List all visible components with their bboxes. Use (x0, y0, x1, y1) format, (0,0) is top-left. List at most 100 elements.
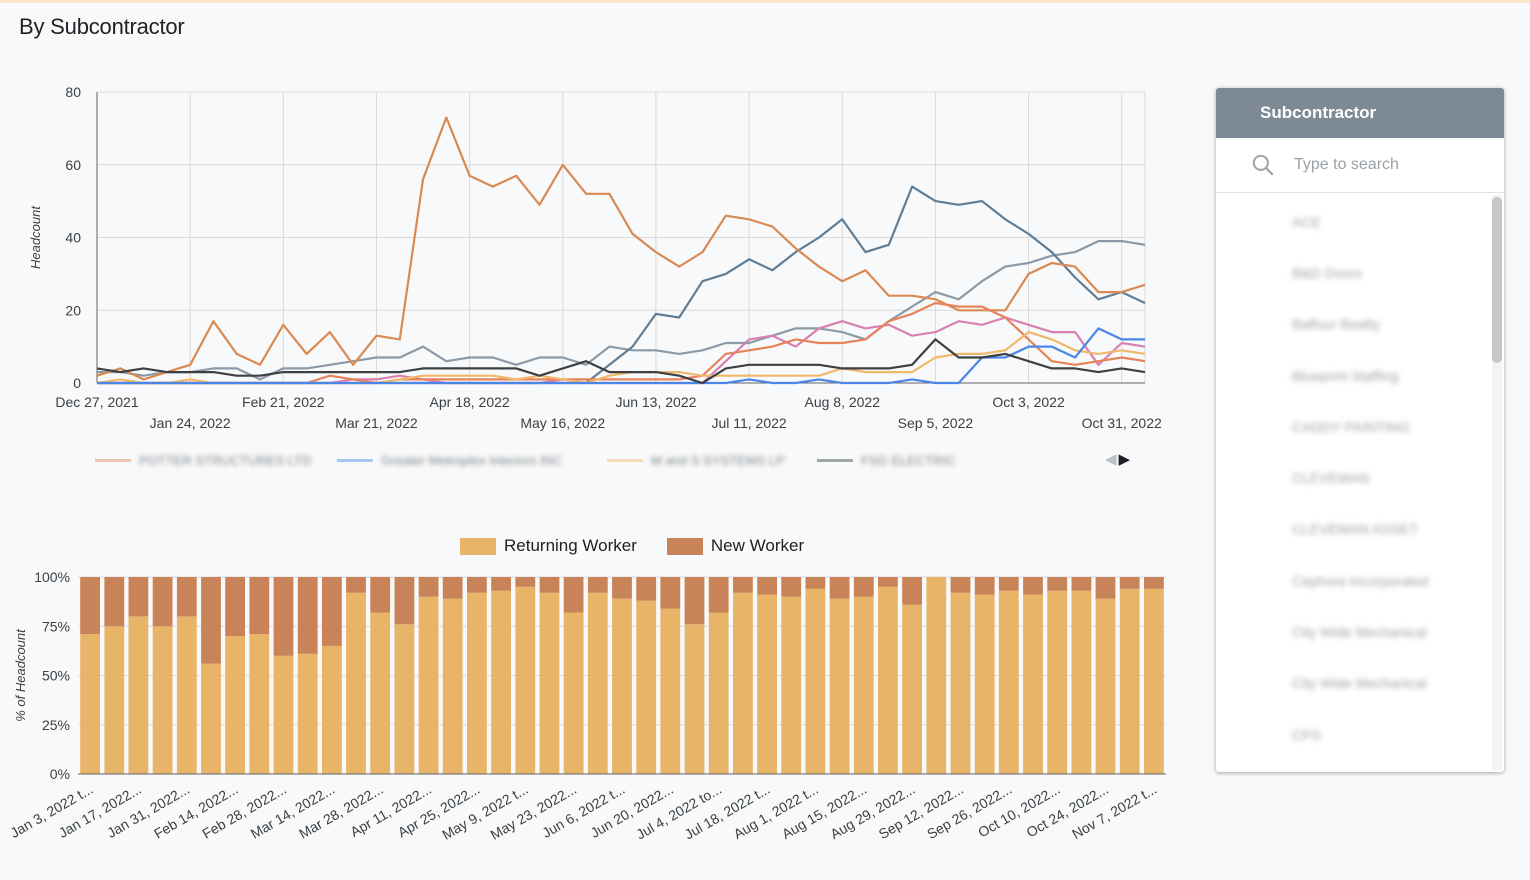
bar-new-worker (612, 577, 632, 599)
x-tick-label: Oct 31, 2022 (1082, 415, 1162, 431)
bar-returning-worker (563, 612, 584, 774)
legend-swatch (95, 458, 131, 462)
filter-header: Subcontractor (1216, 88, 1504, 138)
y-tick-label: 25% (42, 717, 70, 733)
bar-new-worker (733, 577, 753, 593)
bar-new-worker (1144, 577, 1164, 589)
scrollbar-track[interactable] (1492, 195, 1502, 770)
y-tick-label: 0 (73, 375, 81, 391)
bar-returning-worker (273, 655, 294, 774)
bar-new-worker (515, 577, 536, 587)
x-tick-label: Dec 27, 2021 (55, 394, 138, 410)
legend-next-icon[interactable]: ▶ (1118, 451, 1131, 468)
legend-label: New Worker (710, 536, 805, 555)
y-tick-label: 60 (65, 157, 81, 173)
bar-returning-worker (1023, 594, 1043, 774)
bar-new-worker (998, 577, 1019, 591)
bar-returning-worker (1095, 598, 1116, 774)
filter-option[interactable]: CADDY PAINTING (1292, 418, 1410, 435)
legend-prev-icon[interactable]: ◀ (1105, 451, 1117, 468)
bar-new-worker (346, 577, 366, 593)
bar-returning-worker (733, 592, 753, 774)
bar-returning-worker (974, 594, 995, 774)
filter-option[interactable]: Balfour Beatty (1292, 316, 1380, 333)
bar-new-worker (128, 577, 149, 617)
search-input[interactable] (1292, 155, 1492, 175)
filter-option[interactable]: CLEVEMAN (1292, 470, 1370, 487)
legend-pager: ◀ ▶ (1105, 450, 1130, 468)
bar-returning-worker (587, 592, 608, 774)
y-tick-label: 100% (34, 569, 70, 585)
filter-option[interactable]: CPS (1292, 726, 1321, 743)
bar-new-worker (660, 577, 681, 609)
bar-new-worker (563, 577, 584, 613)
bar-new-worker (974, 577, 995, 595)
bar-new-worker (708, 577, 729, 613)
filter-option[interactable]: ACE (1292, 213, 1321, 230)
legend-item-potter[interactable]: POTTER STRUCTURES LTD (95, 450, 311, 470)
bar-returning-worker (1047, 590, 1068, 774)
legend-swatch (666, 537, 703, 555)
series-line-0 (96, 116, 1146, 381)
bar-new-worker (249, 577, 270, 635)
bar-returning-worker (684, 624, 705, 774)
bar-new-worker (152, 577, 173, 627)
x-tick-label: Jun 13, 2022 (615, 394, 696, 410)
bar-returning-worker (442, 598, 463, 774)
bar-new-worker (467, 577, 487, 593)
page-title: By Subcontractor (19, 14, 185, 39)
bar-new-worker (176, 577, 197, 617)
x-tick-label: Aug 8, 2022 (804, 394, 880, 410)
headcount-line-chart[interactable]: 0 20 40 60 80 Dec 27, 2021 Feb 21, 2022 Apr 18,… (0, 78, 1200, 438)
filter-option[interactable]: City Wide Mechanical (1292, 675, 1427, 692)
legend-swatch (817, 458, 853, 462)
search-icon (1252, 154, 1274, 176)
bar-returning-worker (515, 586, 536, 774)
bar-returning-worker (1144, 588, 1164, 774)
legend-item-mands[interactable]: M and S SYSTEMS LP (607, 450, 785, 470)
series-line-3 (96, 338, 1146, 385)
bar-returning-worker (394, 624, 415, 774)
filter-option[interactable]: Blueprint Staffing (1292, 367, 1399, 384)
x-tick-label: Feb 21, 2022 (242, 394, 325, 410)
line-chart-legend: POTTER STRUCTURES LTD Greater Metroplex … (95, 450, 1150, 470)
legend-item-metroplex[interactable]: Greater Metroplex Interiors INC (337, 450, 562, 470)
top-accent-line (0, 0, 1530, 3)
bar-new-worker (781, 577, 802, 597)
bar-returning-worker (225, 636, 245, 774)
legend-item-fsg[interactable]: FSG ELECTRIC (817, 450, 956, 470)
bar-chart-legend: Returning Worker New Worker (460, 536, 804, 556)
legend-label: M and S SYSTEMS LP (651, 452, 785, 468)
bar-returning-worker (104, 626, 125, 775)
legend-label: Returning Worker (504, 536, 637, 555)
y-tick-label: 20 (65, 302, 81, 318)
legend-label: POTTER STRUCTURES LTD (139, 452, 312, 468)
bar-returning-worker (1119, 588, 1140, 774)
bar-new-worker (829, 577, 850, 599)
legend-item-new-worker[interactable]: New Worker (666, 536, 805, 556)
bar-new-worker (539, 577, 560, 593)
series-line-6 (97, 327, 1145, 385)
filter-option[interactable]: Cephora Incorporated (1292, 572, 1429, 589)
y-tick-label: 0% (50, 766, 70, 782)
bar-returning-worker (902, 604, 922, 774)
bar-returning-worker (853, 596, 874, 774)
scrollbar-thumb[interactable] (1492, 197, 1502, 363)
bar-new-worker (757, 577, 777, 595)
filter-option[interactable]: City Wide Mechanical (1292, 624, 1427, 641)
legend-item-returning-worker[interactable]: Returning Worker (460, 536, 637, 556)
bar-new-worker (201, 577, 221, 664)
filter-option[interactable]: B&D Doors (1292, 264, 1363, 281)
bar-returning-worker (1071, 590, 1092, 774)
bar-returning-worker (176, 616, 197, 774)
bar-new-worker (225, 577, 245, 637)
x-tick-label: Mar 21, 2022 (335, 415, 418, 431)
bar-returning-worker (346, 592, 366, 774)
x-tick-label: Oct 3, 2022 (992, 394, 1065, 410)
y-tick-label: 40 (65, 230, 81, 246)
bar-returning-worker (805, 588, 826, 774)
filter-option[interactable]: CLEVEMAN ASSET (1292, 521, 1419, 538)
bar-returning-worker (467, 592, 487, 774)
x-tick-label: Jul 11, 2022 (711, 415, 786, 431)
